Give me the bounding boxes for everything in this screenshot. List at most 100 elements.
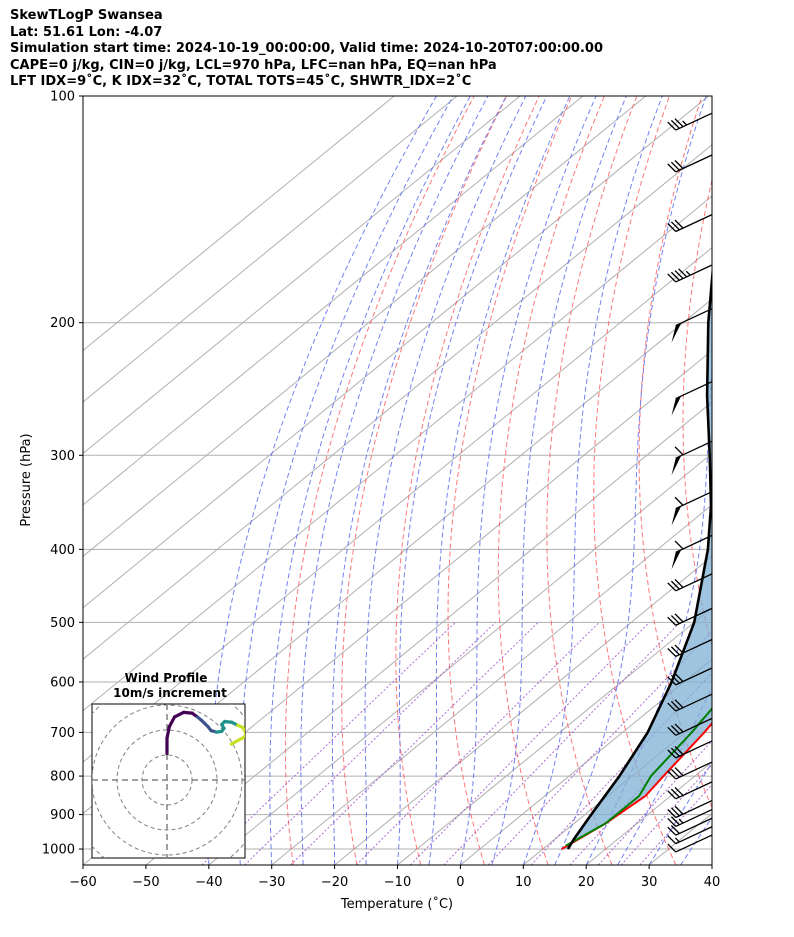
dry-adiabat	[447, 96, 573, 865]
isotherm-line	[460, 658, 712, 865]
wind-barb	[671, 381, 713, 416]
wind-barbs	[667, 112, 713, 853]
isotherm-line	[271, 504, 712, 865]
barb-full	[667, 121, 677, 131]
dry-adiabat	[726, 96, 794, 865]
wind-barb	[667, 264, 713, 283]
isotherm-line	[83, 144, 712, 660]
barb-shaft	[675, 607, 713, 626]
wind-barb	[667, 761, 713, 780]
x-tick-label: −40	[195, 875, 222, 890]
indices-line-2: LFT IDX=9˚C, K IDX=32˚C, TOTAL TOTS=45˚C…	[10, 74, 472, 89]
barb-full	[674, 219, 684, 229]
barb-full	[674, 805, 684, 815]
barb-full	[670, 161, 680, 171]
moist-adiabat	[522, 96, 663, 865]
isotherm-line	[83, 96, 395, 352]
barb-half	[682, 120, 688, 126]
dry-adiabat	[284, 96, 475, 865]
x-tick-label: −50	[132, 875, 159, 890]
barb-full	[667, 616, 677, 626]
barb-full	[678, 268, 688, 278]
dry-adiabat	[638, 96, 712, 809]
barb-full	[670, 825, 680, 834]
isotherm-line	[83, 96, 458, 403]
y-tick-label: 200	[50, 316, 75, 331]
y-axis-label: Pressure (hPa)	[19, 433, 34, 526]
barb-shaft	[675, 534, 713, 553]
wind-barb	[667, 799, 713, 819]
wind-barb	[671, 491, 713, 526]
dry-adiabat	[341, 96, 508, 865]
y-tick-label: 300	[50, 449, 75, 464]
mixing-ratio-line	[487, 630, 712, 865]
barb-flag	[671, 455, 682, 476]
barb-shaft	[675, 667, 713, 686]
dry-adiabat	[767, 96, 794, 865]
wind-barb	[671, 308, 713, 343]
hodograph-trace	[173, 710, 186, 719]
barb-flag	[671, 549, 682, 570]
isotherm-line	[83, 96, 709, 609]
barb-full	[670, 807, 680, 817]
x-tick-label: 20	[578, 875, 595, 890]
barb-shaft	[675, 799, 713, 819]
x-tick-label: 30	[641, 875, 658, 890]
barb-full	[667, 749, 677, 759]
wind-barb	[667, 717, 713, 736]
barb-half	[685, 270, 691, 276]
dewpoint-line	[565, 706, 712, 847]
barb-half	[678, 818, 684, 824]
barb-half	[674, 837, 680, 843]
isotherm-line	[145, 401, 712, 865]
wind-barb	[667, 826, 713, 845]
isotherm-line	[83, 96, 584, 506]
hodograph-trace-end	[229, 734, 245, 746]
isotherm-line	[83, 96, 521, 455]
barb-shaft	[675, 264, 713, 283]
barb-full	[667, 582, 677, 592]
barb-full	[674, 644, 684, 654]
barb-flag	[671, 396, 682, 416]
barb-shaft	[675, 817, 713, 836]
moist-adiabat	[300, 96, 489, 865]
wind-barb	[667, 573, 713, 592]
moist-adiabat	[711, 864, 712, 865]
y-tick-label: 700	[50, 726, 75, 741]
barb-full	[667, 702, 677, 712]
wind-barb	[667, 781, 713, 800]
barb-shaft	[675, 740, 713, 759]
y-tick-label: 400	[50, 543, 75, 558]
barb-full	[674, 786, 684, 796]
mixing-ratio-line	[598, 740, 712, 865]
moist-adiabat	[269, 96, 471, 865]
hodograph-inset: Wind Profile 10m/s increment	[91, 671, 246, 859]
wind-barb	[667, 607, 713, 626]
barb-full	[674, 746, 684, 755]
barb-shaft	[675, 491, 713, 510]
x-tick-label: −30	[258, 875, 285, 890]
barb-full	[674, 699, 684, 709]
barb-shaft	[675, 440, 713, 459]
barb-full	[667, 817, 677, 827]
y-tick-label: 900	[50, 808, 75, 823]
y-tick-label: 100	[50, 90, 75, 105]
barb-full	[670, 615, 680, 625]
isotherm-line	[585, 761, 712, 865]
barb-full	[674, 673, 684, 682]
barb-full	[670, 768, 680, 778]
barb-shaft	[675, 308, 713, 327]
hodograph-trace	[167, 715, 177, 729]
times-line: Simulation start time: 2024-10-19_00:00:…	[10, 41, 603, 56]
barb-full	[670, 700, 680, 710]
x-tick-label: 0	[456, 875, 464, 890]
barb-flag	[671, 506, 682, 526]
wind-barb	[671, 534, 713, 570]
barb-shaft	[675, 717, 713, 736]
barb-shaft	[675, 381, 713, 400]
barb-shaft	[675, 214, 713, 233]
barb-full	[670, 221, 680, 231]
barb-full	[670, 816, 680, 826]
barb-shaft	[675, 834, 713, 853]
hodograph-title: Wind Profile	[125, 671, 208, 685]
